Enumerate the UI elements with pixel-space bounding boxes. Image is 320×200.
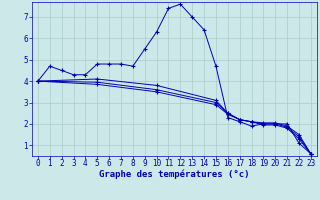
X-axis label: Graphe des températures (°c): Graphe des températures (°c)	[99, 170, 250, 179]
